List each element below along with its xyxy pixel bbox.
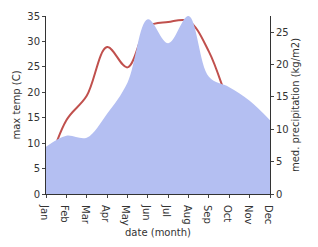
svg-text:Feb: Feb <box>59 205 70 223</box>
svg-text:Oct: Oct <box>222 205 233 222</box>
svg-text:20: 20 <box>27 87 40 98</box>
svg-text:25: 25 <box>27 61 40 72</box>
svg-text:May: May <box>120 205 131 226</box>
svg-text:5: 5 <box>34 163 40 174</box>
svg-text:Jul: Jul <box>161 204 172 217</box>
svg-text:Dec: Dec <box>263 205 274 224</box>
svg-text:0: 0 <box>276 189 282 200</box>
svg-text:15: 15 <box>27 112 40 123</box>
svg-text:Apr: Apr <box>100 205 111 223</box>
svg-text:15: 15 <box>276 91 289 102</box>
svg-text:med. precipitation (kg/m2): med. precipitation (kg/m2) <box>290 38 301 172</box>
svg-text:Mar: Mar <box>80 205 91 225</box>
svg-text:10: 10 <box>27 138 40 149</box>
svg-text:Aug: Aug <box>182 205 193 225</box>
svg-text:max temp (C): max temp (C) <box>11 70 22 139</box>
svg-text:Jan: Jan <box>39 204 50 220</box>
svg-text:0: 0 <box>34 189 40 200</box>
svg-text:Jun: Jun <box>141 204 152 221</box>
svg-text:Nov: Nov <box>243 205 254 225</box>
svg-text:25: 25 <box>276 27 289 38</box>
svg-text:Sep: Sep <box>202 205 213 224</box>
svg-text:date (month): date (month) <box>125 227 191 238</box>
svg-text:5: 5 <box>276 156 282 167</box>
svg-text:10: 10 <box>276 124 289 135</box>
svg-text:35: 35 <box>27 11 40 22</box>
svg-text:20: 20 <box>276 59 289 70</box>
svg-text:30: 30 <box>27 36 40 47</box>
